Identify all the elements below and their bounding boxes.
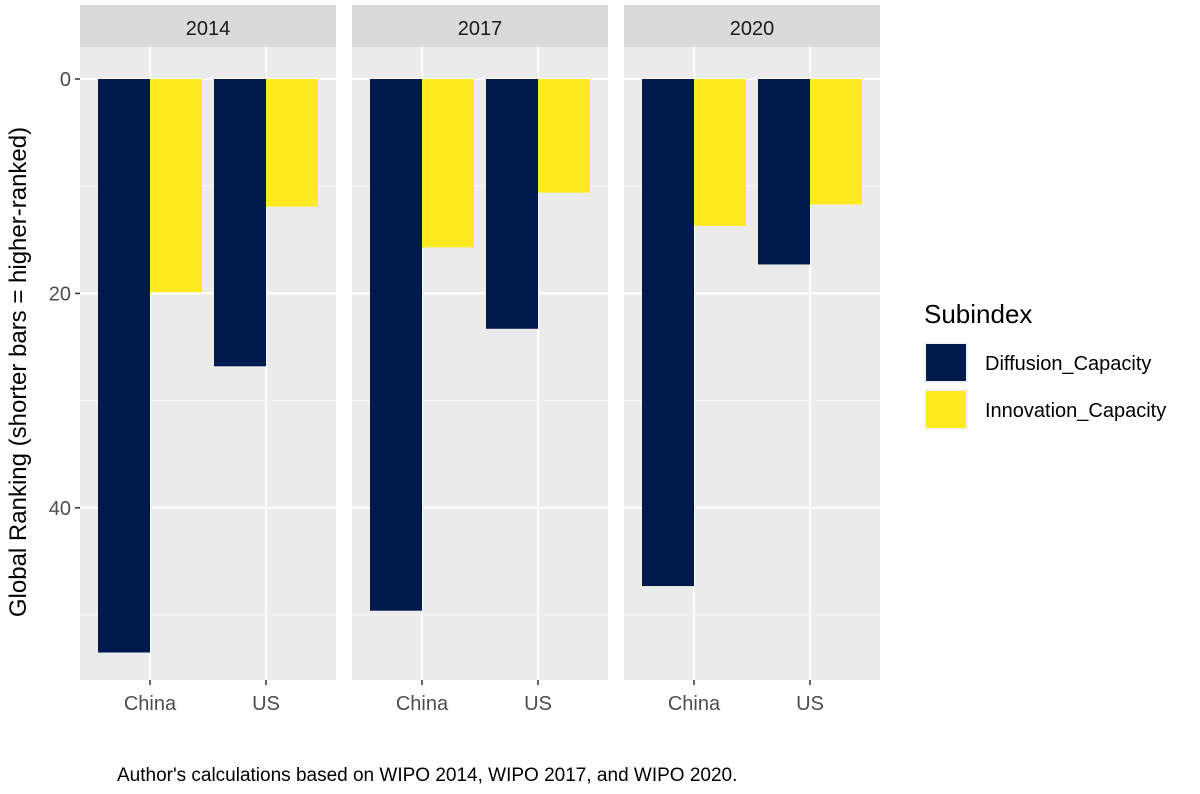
x-tick-label: China	[124, 693, 177, 715]
y-tick-label: 20	[49, 283, 71, 305]
bar-2014-china-diffusion-capacity	[98, 79, 150, 653]
x-tick-label: China	[668, 693, 721, 715]
legend-item-innovation-capacity: Innovation_Capacity	[924, 389, 1166, 430]
bar-2017-china-innovation-capacity	[422, 79, 474, 248]
bar-2014-us-innovation-capacity	[266, 79, 318, 207]
x-tick-label: China	[396, 693, 449, 715]
x-tick-label: US	[796, 693, 824, 715]
bar-2020-us-innovation-capacity	[810, 79, 862, 205]
y-axis-label: Global Ranking (shorter bars = higher-ra…	[5, 127, 32, 617]
bar-2017-china-diffusion-capacity	[370, 79, 422, 611]
x-tick-label: US	[252, 693, 280, 715]
bar-2020-china-innovation-capacity	[694, 79, 746, 226]
bar-2020-china-diffusion-capacity	[642, 79, 694, 587]
facet-panel-2014: 2014 China US	[80, 5, 336, 715]
legend-label: Innovation_Capacity	[985, 400, 1166, 422]
facet-strip	[624, 5, 880, 47]
bar-2014-us-diffusion-capacity	[214, 79, 266, 367]
legend-label: Diffusion_Capacity	[985, 353, 1151, 375]
bar-2017-us-diffusion-capacity	[486, 79, 538, 329]
y-tick-label: 0	[60, 69, 71, 91]
bar-2014-china-innovation-capacity	[150, 79, 202, 293]
y-tick-label: 40	[49, 498, 71, 520]
facet-panels: 2014 China US 2017 China US 2020 China US	[80, 5, 880, 715]
x-tick-label: US	[524, 693, 552, 715]
facet-strip-label: 2017	[458, 18, 503, 40]
bar-2020-us-diffusion-capacity	[758, 79, 810, 265]
facet-strip	[352, 5, 608, 47]
legend: Subindex Diffusion_Capacity Innovation_Ca…	[924, 299, 1166, 430]
legend-key-swatch	[926, 391, 966, 428]
facet-panel-2020: 2020 China US	[624, 5, 880, 715]
facet-strip-label: 2020	[730, 18, 775, 40]
legend-item-diffusion-capacity: Diffusion_Capacity	[924, 342, 1151, 383]
legend-key-swatch	[926, 344, 966, 381]
facet-strip	[80, 5, 336, 47]
chart-caption: Author's calculations based on WIPO 2014…	[117, 765, 737, 786]
facet-strip-label: 2014	[186, 18, 231, 40]
bar-2017-us-innovation-capacity	[538, 79, 590, 193]
legend-title: Subindex	[924, 299, 1032, 329]
y-axis: 0 20 40	[49, 69, 80, 520]
facet-panel-2017: 2017 China US	[352, 5, 608, 715]
